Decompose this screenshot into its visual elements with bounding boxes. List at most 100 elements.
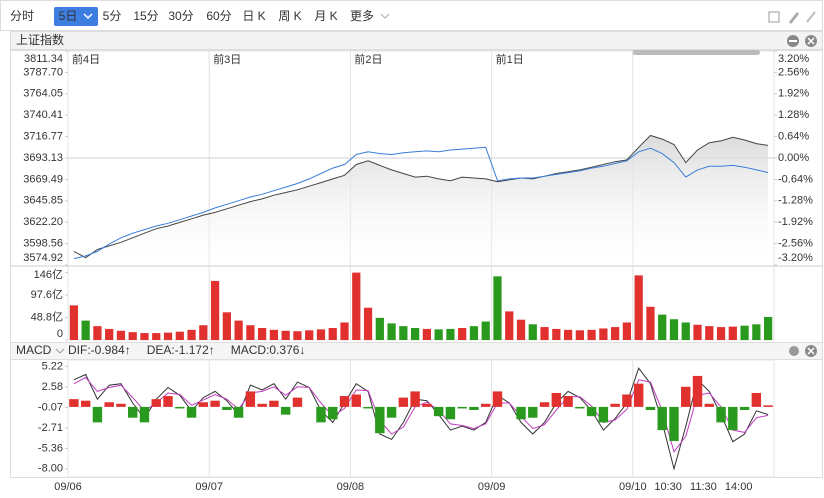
- volume-bar: [763, 316, 773, 340]
- volume-bar: [105, 328, 114, 340]
- macd-bar: [586, 406, 597, 417]
- macd-bar: [728, 406, 738, 431]
- tab[interactable]: 日 K: [242, 9, 265, 23]
- tab[interactable]: 周 K: [278, 9, 301, 23]
- volume-bar: [410, 328, 420, 340]
- y-tick-label: 3693.13: [23, 152, 63, 164]
- volume-bar: [128, 332, 137, 340]
- close-icon: [807, 37, 815, 45]
- tab[interactable]: 分时: [10, 9, 34, 23]
- icon-pen[interactable]: [789, 12, 799, 24]
- macd-bar: [128, 406, 138, 418]
- macd-bar: [457, 406, 467, 409]
- day-label: 前4日: [72, 52, 100, 66]
- tab[interactable]: 30分: [168, 9, 193, 23]
- macd-bar: [363, 406, 373, 409]
- volume-bar: [505, 311, 514, 340]
- tab[interactable]: 5分: [103, 9, 122, 23]
- macd-dropdown[interactable]: [55, 348, 65, 354]
- dea-line: [73, 376, 769, 453]
- volume-bar: [163, 332, 173, 340]
- day-label: 前1日: [496, 52, 524, 66]
- indicator: DEA:-1.172↑: [147, 343, 215, 357]
- volume-bar: [316, 329, 326, 340]
- icon-slash[interactable]: [806, 11, 816, 23]
- y-tick-label: 146亿: [34, 268, 63, 281]
- volume-bar: [281, 330, 290, 340]
- macd-bar: [328, 406, 338, 420]
- toolbar: [0, 0, 823, 31]
- volume-bar: [328, 328, 337, 340]
- y-tick-label: -2.71: [38, 422, 63, 434]
- y-tick-label: 5.22: [42, 360, 63, 372]
- y2-tick-label: -0.64%: [778, 173, 813, 185]
- volume-bar: [458, 328, 467, 340]
- y-tick-label: -5.36: [38, 442, 63, 454]
- volume-bar: [293, 331, 302, 340]
- volume-bar: [210, 280, 220, 340]
- macd-bar: [116, 403, 126, 407]
- macd-bar: [233, 406, 244, 418]
- volume-bar: [493, 276, 502, 340]
- macd-bar: [163, 396, 173, 407]
- indicator: DIF:-0.984↑: [68, 343, 131, 357]
- macd-bar: [198, 402, 209, 407]
- x-tick-label: 09/10: [619, 481, 647, 493]
- macd-bar: [657, 406, 667, 431]
- macd-indicators: DIF:-0.984↑ DEA:-1.172↑ MACD:0.376↓: [68, 343, 305, 357]
- macd-title: MACD: [16, 343, 52, 357]
- status-bar: [632, 50, 760, 55]
- volume-bar: [634, 275, 643, 340]
- macd-bar: [257, 403, 267, 407]
- macd-bar: [280, 406, 291, 415]
- y2-tick-label: 1.28%: [778, 109, 809, 121]
- macd-bar: [433, 406, 444, 417]
- x-tick-label: 14:00: [725, 481, 753, 493]
- status-dots: [632, 50, 760, 55]
- volume-bar: [187, 329, 196, 340]
- y-tick-label: 3669.49: [23, 173, 63, 185]
- y-tick-label: 3645.85: [23, 195, 63, 207]
- volume-bar: [175, 331, 184, 340]
- volume-bar: [552, 328, 561, 340]
- settings-button[interactable]: [789, 346, 799, 356]
- y2-tick-label: 1.92%: [778, 88, 809, 100]
- tab[interactable]: 更多: [350, 9, 374, 23]
- x-tick-label: 09/08: [337, 481, 365, 493]
- tab[interactable]: 月 K: [314, 9, 337, 23]
- icon-grid[interactable]: [768, 11, 780, 23]
- volume-bar: [81, 320, 90, 340]
- macd-bar: [398, 397, 409, 407]
- macd-bar: [69, 399, 79, 407]
- volume-bar: [363, 307, 373, 340]
- y2-tick-label: 0.00%: [778, 152, 809, 164]
- volume-bar: [199, 325, 208, 340]
- indicator: MACD:0.376↓: [231, 343, 306, 357]
- macd-bar: [598, 406, 609, 423]
- macd-bar: [692, 375, 703, 407]
- macd-bar: [410, 391, 420, 407]
- toolbar-icons: [768, 11, 816, 24]
- volume-bar: [234, 320, 243, 340]
- volume-bar: [422, 328, 432, 340]
- price-line: [73, 134, 769, 259]
- tab-dropdown: [83, 13, 93, 20]
- macd-bar: [575, 406, 585, 409]
- macd-bar: [633, 383, 644, 407]
- x-tick-label: 10:30: [654, 481, 682, 493]
- y2-tick-label: -3.20%: [778, 252, 813, 264]
- day-label: 前3日: [213, 52, 241, 66]
- macd-bar: [351, 394, 361, 407]
- y2-tick-label: -1.28%: [778, 195, 813, 207]
- macd-bar: [104, 402, 114, 407]
- tab[interactable]: 60分: [206, 9, 231, 23]
- volume-bar: [387, 323, 396, 340]
- volume-bar: [681, 322, 690, 340]
- tab[interactable]: 15分: [133, 9, 158, 23]
- y-tick-label: 3740.41: [23, 109, 63, 121]
- volume-bar: [728, 326, 737, 340]
- macd-plot-frame: [67, 359, 775, 478]
- tab[interactable]: 5日: [59, 9, 78, 23]
- macd-bar: [92, 406, 103, 423]
- macd-close-icon: [807, 347, 815, 355]
